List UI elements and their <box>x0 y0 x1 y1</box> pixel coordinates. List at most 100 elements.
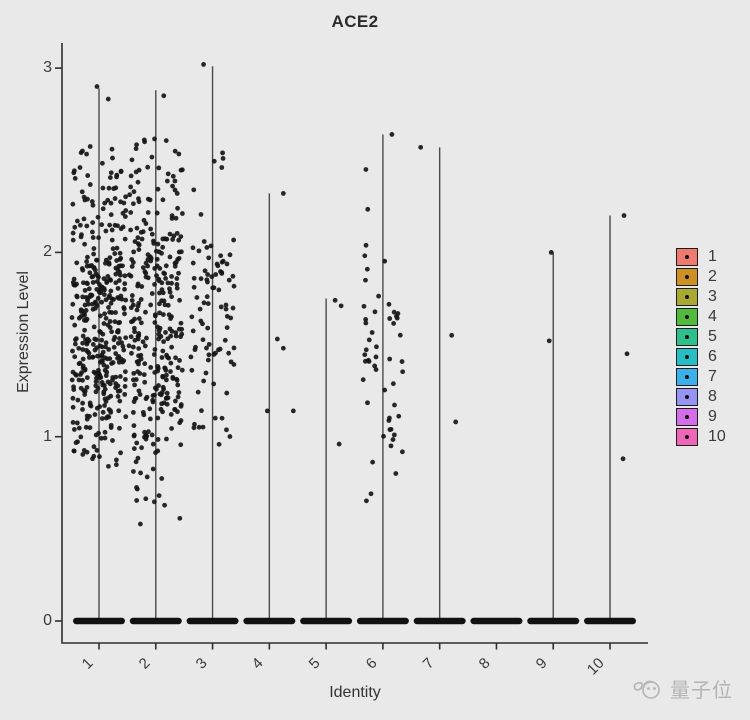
jitter-point <box>110 155 115 161</box>
legend-item: 3 <box>676 287 726 307</box>
jitter-point <box>105 414 111 419</box>
jitter-point <box>72 322 78 328</box>
jitter-point <box>77 165 83 170</box>
jitter-point <box>118 263 124 269</box>
jitter-point <box>138 470 143 476</box>
jitter-point <box>112 196 118 201</box>
jitter-point <box>164 395 169 401</box>
jitter-point <box>155 186 161 192</box>
jitter-point <box>219 165 225 170</box>
zero-expression-bar <box>186 617 239 625</box>
jitter-point <box>149 432 155 438</box>
jitter-point <box>112 222 118 228</box>
jitter-point <box>138 320 144 326</box>
jitter-point <box>142 361 148 367</box>
jitter-point <box>122 214 128 219</box>
jitter-point <box>164 401 170 407</box>
jitter-point <box>70 201 76 207</box>
jitter-point <box>169 294 174 300</box>
jitter-point <box>81 280 86 286</box>
jitter-point <box>93 432 99 438</box>
jitter-point <box>120 210 126 216</box>
legend-point-icon <box>685 295 689 299</box>
jitter-point <box>178 403 184 409</box>
jitter-point <box>80 294 86 300</box>
jitter-point <box>230 273 236 279</box>
jitter-point <box>548 250 554 255</box>
jitter-point <box>71 448 77 454</box>
legend-point-icon <box>685 355 689 359</box>
jitter-point <box>172 148 178 154</box>
jitter-point <box>84 263 90 269</box>
jitter-point <box>216 347 221 353</box>
jitter-point <box>381 433 386 439</box>
jitter-point <box>107 319 113 324</box>
jitter-point <box>97 375 103 381</box>
legend-item-label: 4 <box>708 308 717 325</box>
jitter-point <box>154 273 159 279</box>
jitter-point <box>151 352 157 357</box>
jitter-point <box>161 339 167 345</box>
jitter-point <box>154 210 160 216</box>
jitter-point <box>129 298 135 303</box>
jitter-point <box>624 351 630 357</box>
jitter-point <box>174 230 180 236</box>
jitter-point <box>160 244 166 250</box>
jitter-point <box>176 237 182 243</box>
jitter-point <box>138 352 144 358</box>
jitter-point <box>149 291 155 296</box>
jitter-point <box>164 372 169 378</box>
jitter-point <box>369 330 375 335</box>
jitter-point <box>365 357 371 363</box>
jitter-point <box>160 236 166 242</box>
jitter-point <box>99 352 105 358</box>
jitter-point <box>90 341 96 347</box>
jitter-point <box>114 258 120 263</box>
jitter-point <box>143 309 148 315</box>
jitter-point <box>157 290 162 296</box>
jitter-point <box>173 215 179 221</box>
watermark-text: 量子位 <box>670 678 733 702</box>
jitter-point <box>70 280 76 285</box>
jitter-point <box>194 295 200 300</box>
jitter-point <box>155 415 161 421</box>
jitter-point <box>90 202 96 208</box>
jitter-point <box>211 158 217 164</box>
jitter-point <box>113 271 119 277</box>
jitter-point <box>117 336 122 341</box>
jitter-point <box>176 151 182 157</box>
jitter-point <box>86 338 92 344</box>
jitter-point <box>156 383 161 388</box>
jitter-point <box>113 351 119 356</box>
jitter-point <box>621 213 627 218</box>
jitter-point <box>106 261 112 267</box>
jitter-point <box>161 386 167 392</box>
jitter-point <box>161 298 167 304</box>
jitter-point <box>114 245 120 251</box>
legend-item: 8 <box>676 387 726 407</box>
jitter-point <box>134 498 140 503</box>
legend-point-icon <box>685 435 689 439</box>
jitter-point <box>180 211 185 216</box>
jitter-point <box>173 260 179 265</box>
jitter-point <box>173 398 178 404</box>
jitter-point <box>393 471 399 476</box>
jitter-point <box>102 367 108 373</box>
jitter-point <box>360 377 366 383</box>
jitter-point <box>134 485 139 490</box>
jitter-point <box>230 305 236 311</box>
jitter-point <box>163 138 169 143</box>
jitter-point <box>149 231 155 237</box>
jitter-point <box>151 238 156 244</box>
jitter-point <box>91 246 97 251</box>
jitter-point <box>179 167 185 173</box>
jitter-point <box>84 151 89 157</box>
jitter-point <box>103 315 109 321</box>
jitter-point <box>117 374 123 379</box>
jitter-point <box>113 280 119 286</box>
jitter-point <box>78 434 84 440</box>
jitter-point <box>83 424 89 430</box>
jitter-point <box>80 148 85 154</box>
jitter-point <box>147 197 153 203</box>
jitter-point <box>89 199 95 204</box>
